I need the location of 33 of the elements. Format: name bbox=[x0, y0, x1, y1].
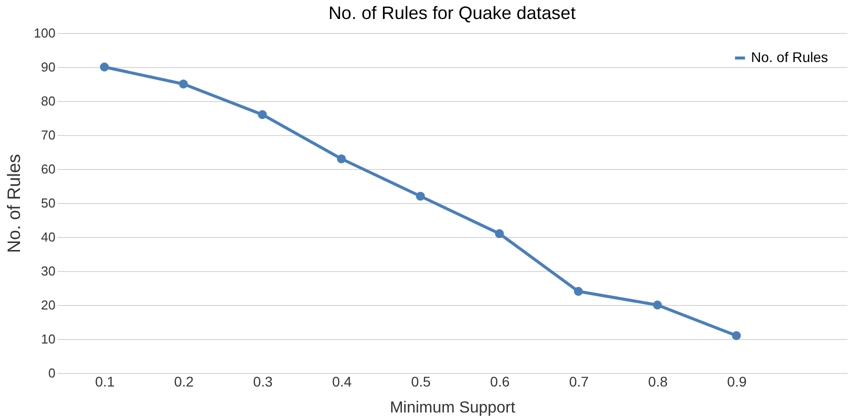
point bbox=[732, 331, 741, 340]
y-tick-label: 0 bbox=[48, 366, 56, 380]
point bbox=[652, 300, 662, 310]
y-axis-title: No. of Rules bbox=[4, 154, 24, 254]
x-tick-label: 0.9 bbox=[727, 374, 747, 390]
point bbox=[494, 229, 504, 238]
x-tick-label: 0.7 bbox=[569, 374, 589, 390]
x-tick-label: 0.5 bbox=[411, 374, 431, 390]
point bbox=[336, 154, 346, 164]
legend-label: No. of Rules bbox=[751, 49, 828, 65]
x-tick-label: 0.1 bbox=[95, 374, 115, 390]
y-tick-label: 70 bbox=[41, 128, 56, 142]
y-tick-label: 90 bbox=[41, 60, 56, 74]
y-tick-label: 30 bbox=[41, 264, 56, 278]
x-tick-label: 0.6 bbox=[490, 374, 510, 390]
x-tick-label: 0.2 bbox=[174, 374, 194, 390]
chart-title: No. of Rules for Quake dataset bbox=[328, 3, 576, 23]
x-tick-label: 0.8 bbox=[648, 374, 668, 390]
y-tick-label: 100 bbox=[34, 26, 56, 40]
y-tick-label: 40 bbox=[41, 230, 56, 244]
x-axis-title: Minimum Support bbox=[390, 400, 516, 416]
point bbox=[416, 192, 425, 201]
y-tick-label: 20 bbox=[41, 298, 56, 312]
point bbox=[100, 62, 109, 72]
point bbox=[574, 286, 583, 296]
x-tick-label: 0.4 bbox=[332, 374, 352, 390]
x-tick-label: 0.3 bbox=[253, 374, 273, 390]
point bbox=[258, 110, 267, 120]
y-tick-label: 50 bbox=[41, 196, 56, 210]
y-tick-label: 60 bbox=[41, 162, 56, 176]
y-tick-label: 80 bbox=[41, 94, 56, 108]
y-tick-label: 10 bbox=[41, 332, 56, 346]
point bbox=[178, 80, 188, 88]
